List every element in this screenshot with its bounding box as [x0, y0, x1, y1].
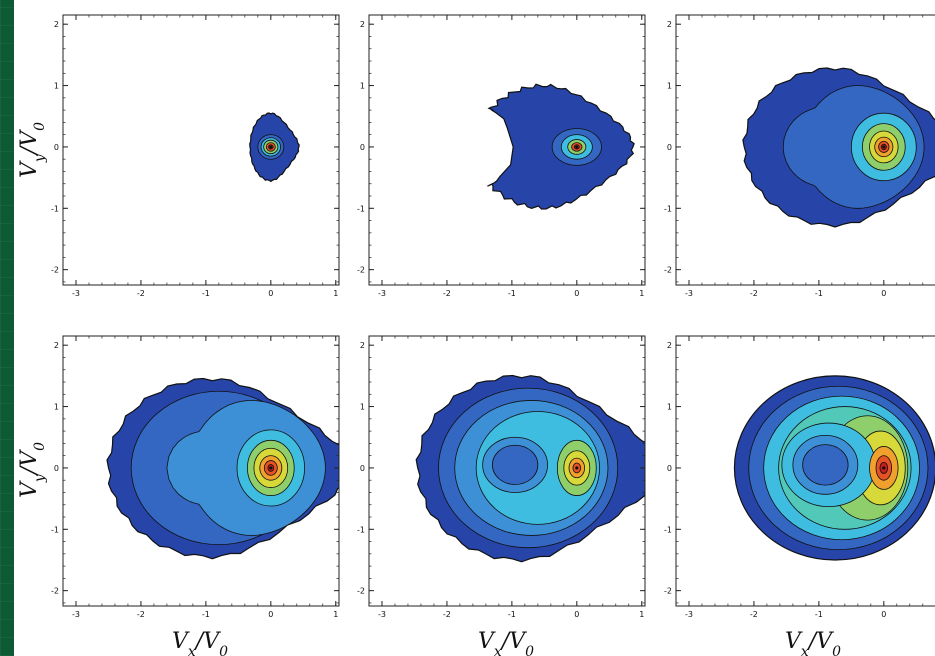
y-tick-label: 1	[54, 403, 59, 412]
y-tick-label: -1	[664, 525, 672, 534]
contour-layers	[106, 377, 339, 560]
x-tick-label: -1	[202, 610, 210, 619]
peak-point	[882, 466, 886, 470]
x-tick-label: -3	[72, 289, 80, 298]
y-tick-label: -2	[357, 266, 365, 275]
x-tick-label: -1	[508, 610, 516, 619]
y-axis-title-bottom: Vy/V0	[17, 442, 48, 498]
x-tick-label: -3	[72, 610, 80, 619]
contour-layers	[742, 67, 935, 228]
y-tick-label: 1	[360, 403, 365, 412]
x-tick-label: -3	[378, 610, 386, 619]
y-tick-label: 2	[360, 20, 365, 29]
y-tick-label: 2	[667, 20, 672, 29]
contour-layers	[487, 83, 635, 210]
y-tick-label: -1	[51, 525, 59, 534]
x-axis-title-left: Vx/V0	[172, 629, 228, 656]
contour-layers	[733, 375, 935, 561]
y-tick-label: -2	[51, 266, 59, 275]
axes-frame	[62, 14, 340, 286]
contour-layers	[415, 374, 645, 563]
y-tick-label: 2	[54, 20, 59, 29]
x-tick-label: -2	[443, 610, 451, 619]
y-tick-label: -2	[51, 587, 59, 596]
x-axis-title-center: Vx/V0	[478, 629, 534, 656]
x-tick-label: 1	[333, 610, 338, 619]
y-tick-label: 1	[667, 403, 672, 412]
axes-frame	[368, 14, 646, 286]
x-tick-label: -1	[202, 289, 210, 298]
y-tick-label: 2	[54, 341, 59, 350]
x-tick-label: -2	[137, 610, 145, 619]
x-tick-label: -1	[815, 289, 823, 298]
y-tick-label: -1	[51, 204, 59, 213]
axes-frame	[62, 335, 340, 607]
x-tick-label: 0	[881, 289, 886, 298]
x-tick-label: 0	[881, 610, 886, 619]
y-tick-label: 0	[360, 464, 365, 473]
x-tick-label: 0	[268, 289, 273, 298]
y-tick-label: -1	[664, 204, 672, 213]
y-tick-label: -2	[357, 587, 365, 596]
y-tick-label: 0	[360, 143, 365, 152]
peak-point	[575, 466, 579, 470]
y-tick-label: 1	[360, 82, 365, 91]
x-tick-label: 1	[639, 289, 644, 298]
x-tick-label: 0	[574, 610, 579, 619]
contour-layers	[249, 112, 300, 183]
y-tick-label: 1	[667, 82, 672, 91]
x-tick-label: -3	[378, 289, 386, 298]
peak-point	[269, 145, 273, 149]
peak-point	[575, 145, 579, 149]
y-tick-label: 0	[54, 143, 59, 152]
panel-top-left: -3 -2 -1 0 1 -2 -1 0 1 2	[51, 14, 340, 298]
x-tick-label: -1	[508, 289, 516, 298]
y-tick-label: 0	[667, 464, 672, 473]
x-tick-label: 0	[574, 289, 579, 298]
y-tick-label: -2	[664, 266, 672, 275]
y-tick-label: 1	[54, 82, 59, 91]
figure-canvas: -3 -2 -1 0 1 -2 -1 0 1 2 -3 -2 -1 0 1 -2 -1 0 1 2 -3 -2 -1 0 1 -2…	[14, 0, 935, 656]
axes-frame	[675, 335, 935, 607]
axes-frame	[675, 14, 935, 286]
x-tick-label: 1	[639, 610, 644, 619]
y-tick-label: 2	[667, 341, 672, 350]
y-tick-label: -1	[357, 204, 365, 213]
contour-level-1	[491, 444, 539, 485]
contour-level-1	[802, 444, 849, 486]
x-tick-label: 0	[268, 610, 273, 619]
y-axis-title-top: Vy/V0	[17, 122, 48, 178]
x-tick-label: 1	[333, 289, 338, 298]
panel-bottom-left: -3 -2 -1 0 1 -2 -1 0 1 2	[51, 335, 340, 619]
y-tick-label: 2	[360, 341, 365, 350]
x-tick-label: -2	[137, 289, 145, 298]
peak-point	[882, 145, 886, 149]
x-tick-label: -3	[685, 610, 693, 619]
y-tick-label: 0	[54, 464, 59, 473]
x-tick-label: -2	[443, 289, 451, 298]
contour-figure: -3 -2 -1 0 1 -2 -1 0 1 2 -3 -2 -1 0 1 -2 -1 0 1 2 -3 -2 -1 0 1 -2…	[17, 14, 935, 656]
axes-frame	[368, 335, 646, 607]
x-axis-title-right: Vx/V0	[785, 629, 841, 656]
x-tick-label: -1	[815, 610, 823, 619]
y-tick-label: -1	[357, 525, 365, 534]
x-tick-label: -2	[750, 289, 758, 298]
y-tick-label: -2	[664, 587, 672, 596]
x-tick-label: -3	[685, 289, 693, 298]
panel-top-center: -3 -2 -1 0 1 -2 -1 0 1 2	[357, 14, 646, 298]
peak-point	[269, 466, 273, 470]
y-tick-label: 0	[667, 143, 672, 152]
x-tick-label: -2	[750, 610, 758, 619]
panel-bottom-center: -3 -2 -1 0 1 -2 -1 0 1 2	[357, 335, 646, 619]
